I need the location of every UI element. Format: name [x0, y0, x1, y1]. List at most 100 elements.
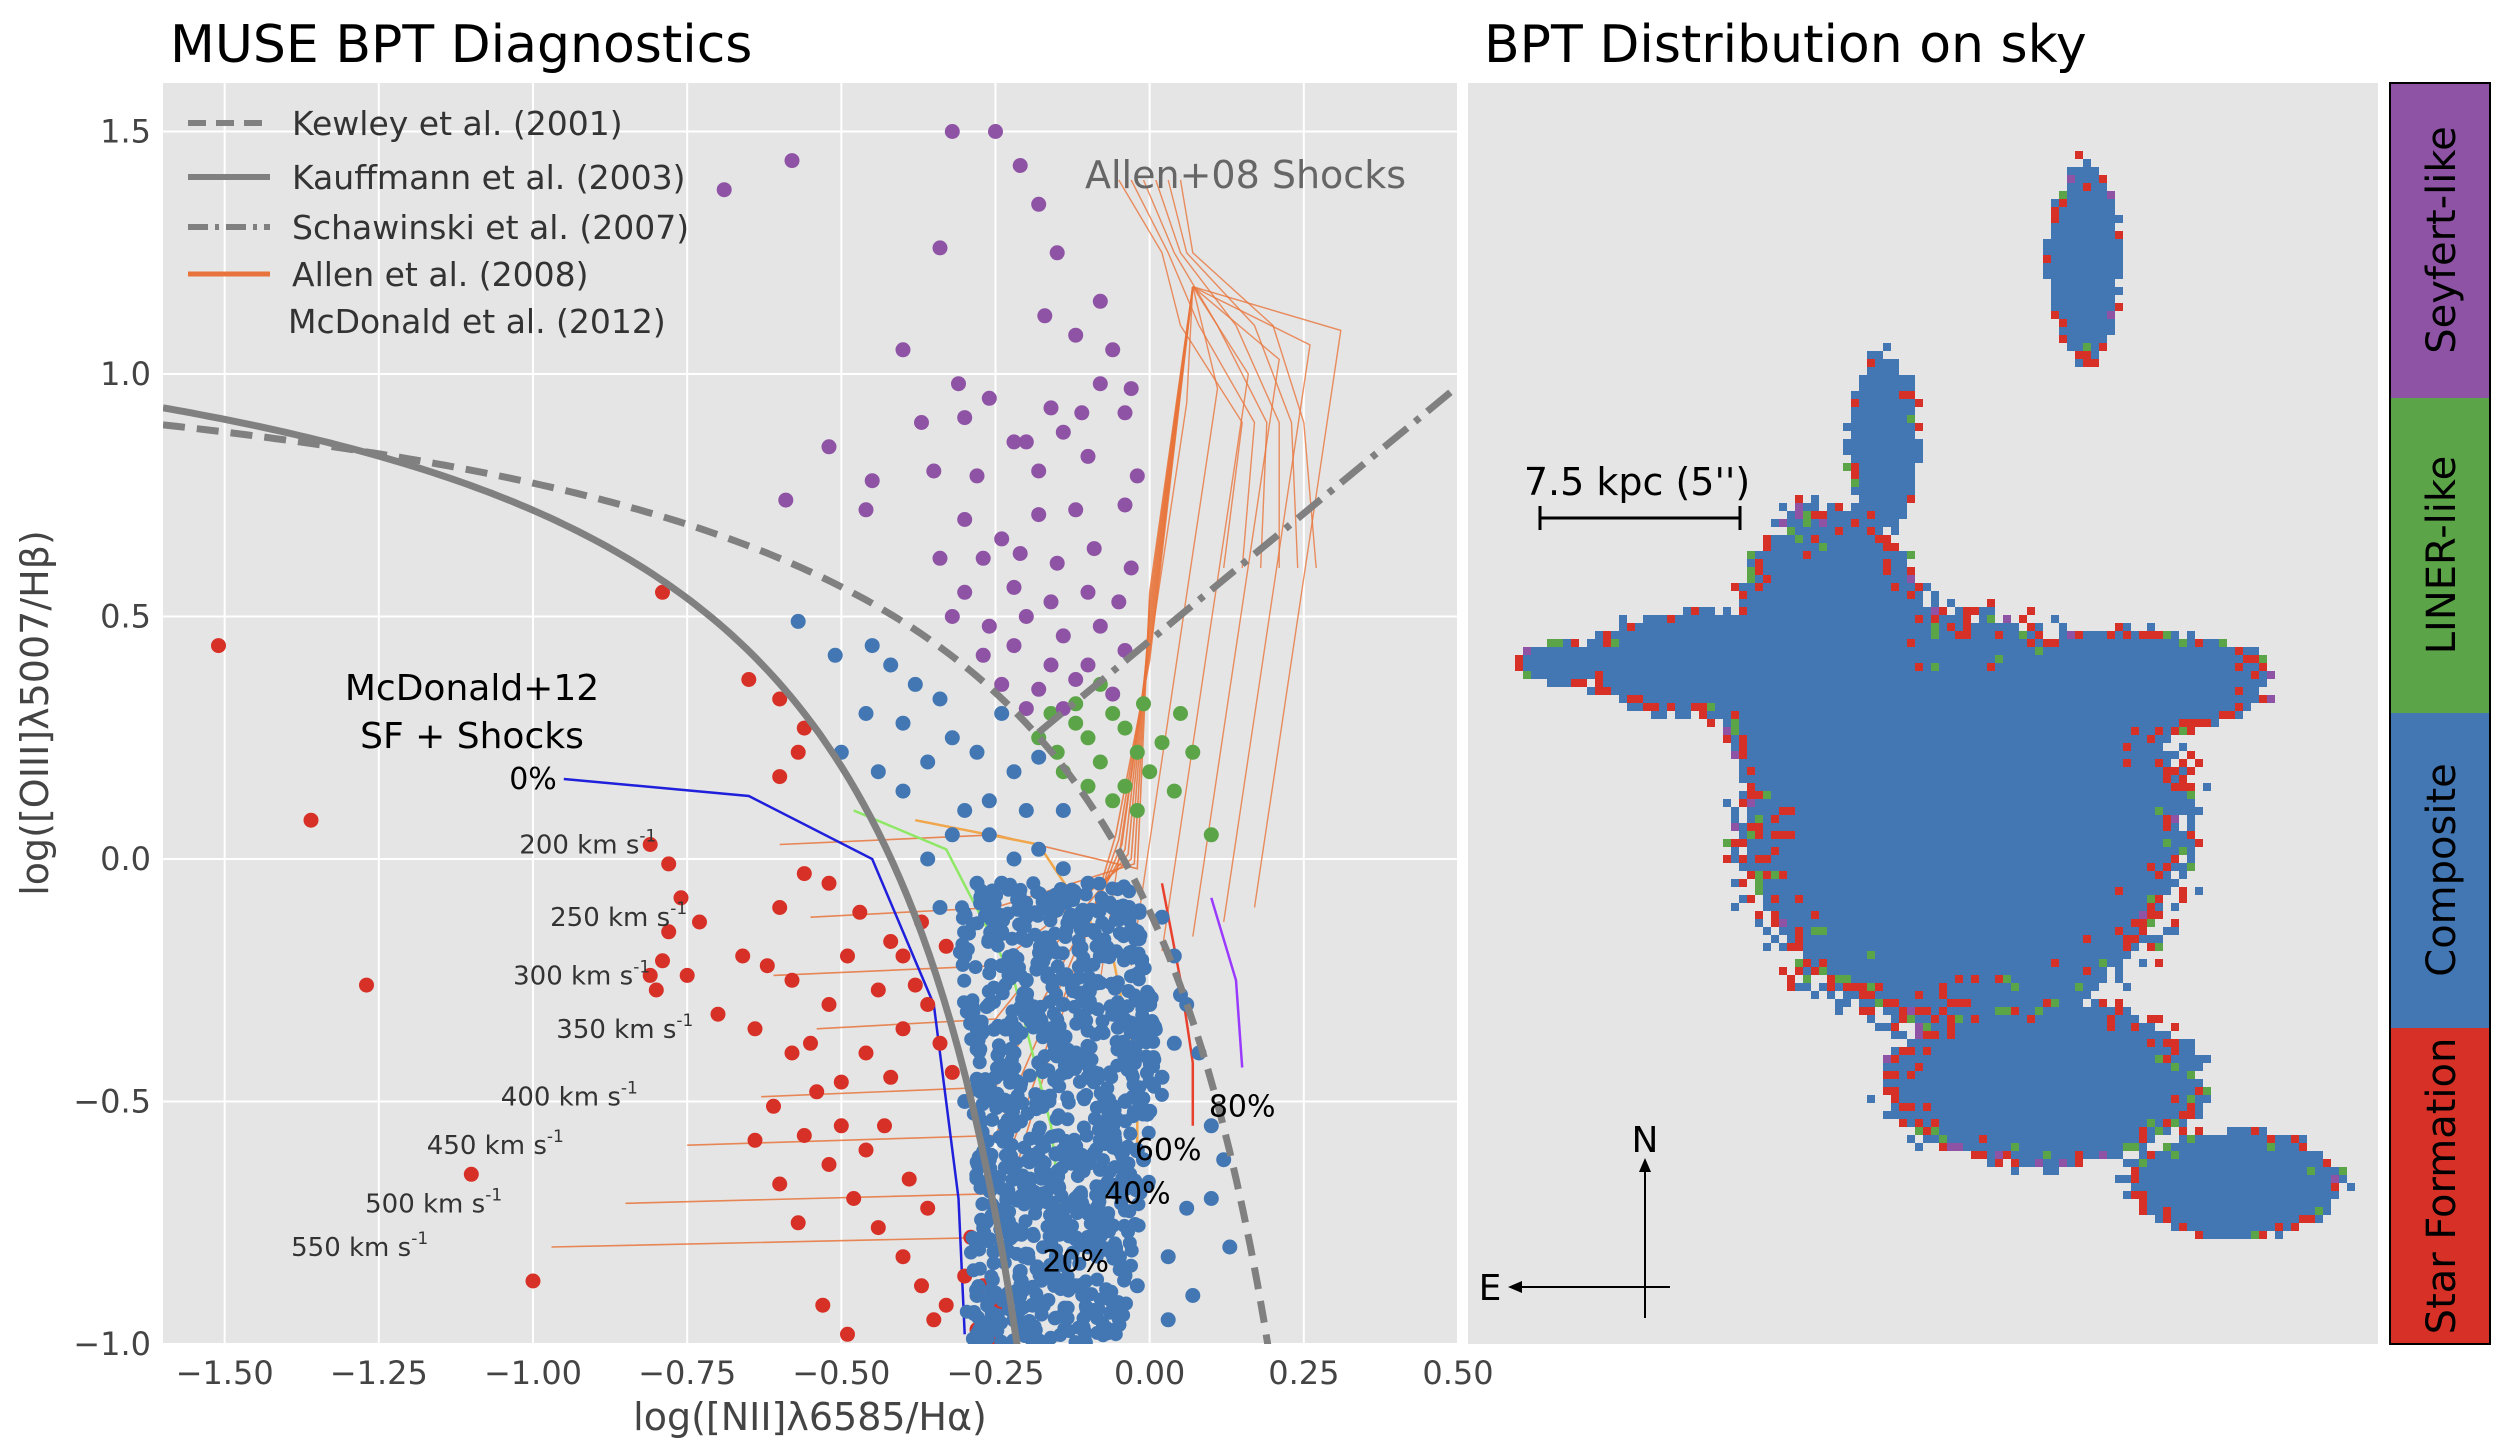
sky-pixel [1923, 743, 1931, 751]
sky-pixel [1995, 703, 2003, 711]
sky-pixel [1683, 663, 1691, 671]
sky-pixel [1539, 671, 1547, 679]
sky-pixel [1795, 631, 1803, 639]
sky-pixel [1755, 783, 1763, 791]
sky-pixel [2003, 919, 2011, 927]
sky-pixel [2115, 1015, 2123, 1023]
sky-pixel [2011, 647, 2019, 655]
sky-pixel [1963, 647, 1971, 655]
sky-pixel [1707, 631, 1715, 639]
sky-pixel [2099, 975, 2107, 983]
sky-pixel [2131, 751, 2139, 759]
sky-pixel [1907, 703, 1915, 711]
point-star-formation [883, 934, 899, 949]
sky-pixel [1931, 903, 1939, 911]
sky-pixel [2075, 759, 2083, 767]
sky-pixel [2163, 831, 2171, 839]
sky-pixel [1763, 719, 1771, 727]
sky-pixel [1883, 439, 1891, 447]
sky-pixel [1787, 583, 1795, 591]
sky-pixel [1923, 1031, 1931, 1039]
sky-pixel [1875, 895, 1883, 903]
sky-pixel [1979, 935, 1987, 943]
sky-pixel [2107, 735, 2115, 743]
sky-pixel [1859, 639, 1867, 647]
sky-pixel [1803, 679, 1811, 687]
sky-pixel [1891, 895, 1899, 903]
sky-pixel [1915, 735, 1923, 743]
sky-pixel [2067, 663, 2075, 671]
point-seyfert-like [1018, 701, 1034, 717]
sky-pixel [2091, 911, 2099, 919]
sky-pixel [2115, 935, 2123, 943]
sky-pixel [1955, 639, 1963, 647]
sky-pixel [1747, 743, 1755, 751]
sky-pixel [1843, 519, 1851, 527]
sky-pixel [2179, 647, 2187, 655]
sky-pixel [2059, 727, 2067, 735]
sky-pixel [1883, 583, 1891, 591]
sky-pixel [1995, 999, 2003, 1007]
sky-pixel [2179, 839, 2187, 847]
sky-pixel [2075, 791, 2083, 799]
sky-pixel [2011, 775, 2019, 783]
sky-pixel [2011, 887, 2019, 895]
sky-pixel [1747, 783, 1755, 791]
sky-pixel [1843, 663, 1851, 671]
sky-pixel [1835, 815, 1843, 823]
sky-pixel [2043, 855, 2051, 863]
sky-pixel [1891, 647, 1899, 655]
sky-pixel [1955, 783, 1963, 791]
sky-pixel [1907, 767, 1915, 775]
sky-pixel [1979, 959, 1987, 967]
point-star-formation [944, 1064, 960, 1080]
sky-pixel [1875, 359, 1883, 367]
sky-pixel [1739, 615, 1747, 623]
sky-pixel [1923, 847, 1931, 855]
sky-pixel [1987, 647, 1995, 655]
sky-pixel [2115, 215, 2123, 223]
sky-pixel [2067, 743, 2075, 751]
sky-pixel [1763, 831, 1771, 839]
legend-label-kewley: Kewley et al. (2001) [292, 104, 623, 143]
sky-pixel [2107, 759, 2115, 767]
sky-pixel [1915, 695, 1923, 703]
allen-shock-line [1118, 179, 1243, 569]
sky-pixel [1747, 863, 1755, 871]
sky-pixel [1955, 719, 1963, 727]
sky-pixel [2139, 655, 2147, 663]
sky-pixel [2091, 247, 2099, 255]
sky-pixel [1883, 727, 1891, 735]
sky-pixel [1859, 1007, 1867, 1015]
sky-pixel [2003, 799, 2011, 807]
sky-pixel [2059, 743, 2067, 751]
sky-pixel [2051, 215, 2059, 223]
sky-pixel [1571, 655, 1579, 663]
sky-pixel [2075, 279, 2083, 287]
sky-pixel [1883, 359, 1891, 367]
point-composite [969, 1168, 984, 1182]
sky-pixel [1747, 855, 1755, 863]
sky-pixel [1763, 863, 1771, 871]
sky-pixel [1843, 871, 1851, 879]
sky-pixel [1779, 679, 1787, 687]
sky-pixel [1955, 615, 1963, 623]
sky-pixel [1763, 639, 1771, 647]
sky-pixel [2115, 623, 2123, 631]
point-composite [1071, 1159, 1086, 1174]
sky-pixel [1987, 975, 1995, 983]
sky-pixel [2051, 991, 2059, 999]
sky-pixel [1827, 727, 1835, 735]
sky-pixel [1883, 511, 1891, 519]
sky-pixel [1867, 623, 1875, 631]
sky-pixel [2067, 863, 2075, 871]
sky-pixel [1931, 663, 1939, 671]
sky-pixel [1915, 839, 1923, 847]
sky-pixel [1931, 687, 1939, 695]
sky-pixel [2235, 647, 2243, 655]
sky-pixel [2219, 679, 2227, 687]
sky-pixel [1915, 815, 1923, 823]
sky-pixel [1939, 671, 1947, 679]
sky-pixel [1955, 1031, 1963, 1039]
sky-pixel [1691, 679, 1699, 687]
